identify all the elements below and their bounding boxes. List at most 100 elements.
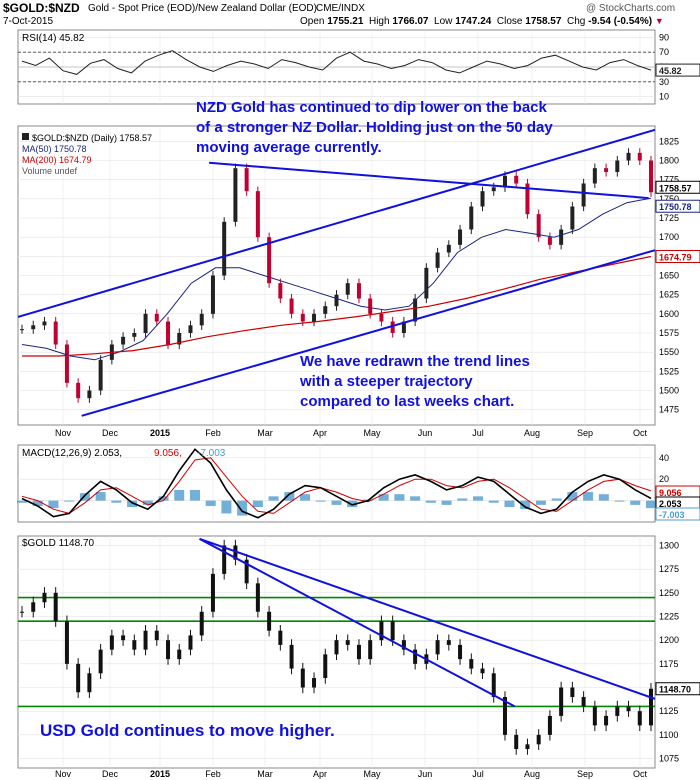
usd-candle-body: [76, 663, 81, 693]
macd-histogram-bar: [221, 500, 232, 514]
open-label: Open: [300, 16, 325, 27]
macd-histogram-bar: [48, 500, 59, 509]
usd-descending-trendline-lower: [199, 537, 516, 708]
usd-candle-body: [177, 649, 182, 660]
usd-candle-body: [547, 715, 552, 735]
usd-candle-body: [356, 644, 361, 660]
exchange-label: CME/INDX: [316, 3, 365, 14]
usd-month-label: May: [363, 769, 381, 779]
usd-candle-body: [559, 687, 564, 716]
macd-histogram-bar: [378, 494, 389, 501]
price-candle-body: [222, 221, 227, 276]
macd-histogram-bar: [111, 500, 122, 503]
rsi-series-line: [21, 50, 652, 75]
macd-histogram-bar: [646, 500, 656, 509]
usd-month-label: Sep: [577, 769, 593, 779]
macd-hist-price-tag: -7.003: [659, 510, 685, 520]
usd-candle-body: [379, 621, 384, 641]
usd-tick-label: 1225: [659, 611, 679, 621]
macd-histogram-bar: [394, 494, 405, 501]
price-candle-body: [132, 333, 137, 337]
price-candle-body: [649, 160, 653, 193]
macd-histogram-bar: [127, 500, 138, 508]
price-month-label: Jul: [472, 428, 484, 438]
annotation-line: We have redrawn the trend lines: [300, 353, 530, 370]
price-month-label: Nov: [55, 428, 72, 438]
price-tick-label: 1525: [659, 366, 679, 376]
usd-candle-body: [536, 734, 541, 745]
macd-histogram-bar: [268, 496, 279, 501]
usd-candle-body: [502, 696, 507, 735]
price-candle-body: [64, 344, 69, 383]
price-candle-body: [31, 325, 36, 330]
macd-histogram-bar: [79, 493, 90, 501]
usd-candle-body: [626, 706, 631, 712]
price-legend-ma200: MA(200) 1674.79: [22, 155, 92, 165]
ma50-price-tag-box: [655, 199, 700, 213]
usd-candle-body: [649, 688, 653, 726]
macd-histogram-bar: [488, 500, 499, 503]
usd-candle-body: [64, 621, 69, 664]
annotation-line: moving average currently.: [196, 139, 382, 156]
macd-histogram-bar: [457, 498, 468, 501]
price-candle-body: [413, 298, 418, 322]
usd-candle-body: [525, 744, 530, 750]
price-candle-body: [233, 168, 238, 222]
price-candle-body: [401, 321, 406, 333]
macd-legend-signal: 9.056,: [154, 448, 182, 459]
usd-tick-label: 1175: [659, 659, 678, 669]
price-candle-body: [379, 313, 384, 322]
low-label: Low: [434, 16, 453, 27]
price-candle-body: [559, 229, 564, 245]
symbol-description: Gold - Spot Price (EOD)/New Zealand Doll…: [88, 3, 317, 14]
macd-histogram-bar: [158, 496, 169, 501]
annotation-line: NZD Gold has continued to dip lower on t…: [196, 99, 548, 116]
usd-candle-body: [581, 696, 586, 707]
price-candle-body: [121, 336, 126, 345]
flat-resistance-trendline: [209, 161, 649, 200]
rsi-tick-label: 70: [659, 47, 669, 57]
macd-histogram-bar: [189, 489, 200, 501]
price-candle-body: [76, 382, 81, 399]
price-tick-label: 1725: [659, 213, 679, 223]
chg-value: -9.54 (-0.54%): [588, 16, 653, 27]
usd-candle-body: [401, 640, 406, 650]
ohlc-readout: Open 1755.21 High 1766.07 Low 1747.24 Cl…: [300, 16, 664, 27]
price-candle-body: [502, 175, 507, 188]
macd-line: [21, 448, 652, 519]
high-value: 1766.07: [392, 16, 429, 27]
price-candle-body: [255, 191, 260, 238]
macd-histogram-bar: [583, 492, 594, 501]
usd-candle-body: [312, 678, 317, 688]
annotation-line: with a steeper trajectory: [299, 373, 473, 390]
ma50-price-tag: 1750.78: [659, 202, 692, 212]
macd-histogram-bar: [300, 494, 311, 501]
usd-candle-body: [458, 644, 463, 660]
usd-month-label: Dec: [102, 769, 119, 779]
price-tick-label: 1775: [659, 175, 679, 185]
price-month-label: May: [363, 428, 381, 438]
price-price-tag-box: [655, 180, 700, 194]
price-candle-body: [446, 244, 451, 253]
usd-month-label: Apr: [313, 769, 327, 779]
price-candle-body: [166, 321, 171, 345]
macd-price-tag: 2.053: [659, 499, 682, 509]
usd-candle-body: [345, 640, 350, 645]
macd-histogram-bar: [630, 500, 641, 505]
usd-candle-body: [435, 640, 440, 655]
price-candle-body: [345, 283, 350, 295]
price-candle-body: [210, 275, 215, 314]
price-candle-body: [592, 168, 597, 184]
usd-candle-body: [255, 583, 260, 612]
price-candle-body: [199, 313, 204, 326]
price-tick-label: 1575: [659, 328, 679, 338]
usd-candle-body: [615, 706, 620, 716]
macd-histogram-bar: [410, 496, 421, 501]
usd-candle-body: [210, 573, 215, 612]
low-value: 1747.24: [455, 16, 492, 27]
usd-month-label: Feb: [205, 769, 221, 779]
price-candle-body: [525, 183, 530, 215]
price-month-label: Dec: [102, 428, 119, 438]
usd-month-label: Oct: [633, 769, 648, 779]
price-candle-body: [300, 313, 305, 322]
